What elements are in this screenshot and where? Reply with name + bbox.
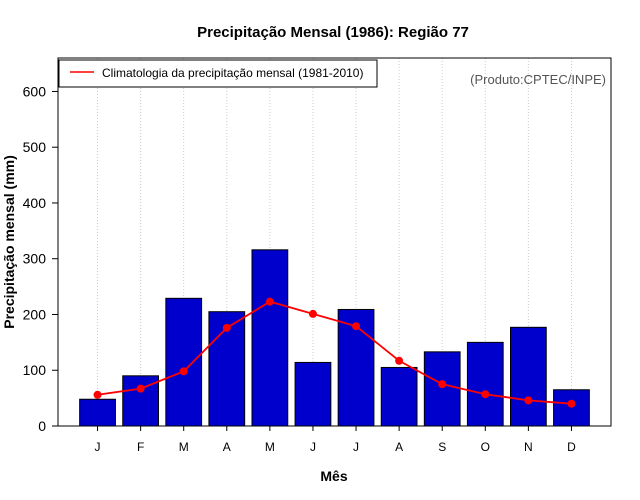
climatology-polyline <box>97 300 572 405</box>
y-axis: 0 100 200 300 400 500 600 <box>23 83 58 434</box>
climatology-point-10 <box>481 390 490 399</box>
y-tick-label: 200 <box>23 306 47 322</box>
x-axis-label: Mês <box>320 468 347 484</box>
x-tick-label: D <box>567 440 576 454</box>
x-tick-label: O <box>481 440 490 454</box>
x-tick-label: M <box>265 440 275 454</box>
y-tick-label: 100 <box>23 362 47 378</box>
bar-11 <box>509 326 547 427</box>
x-tick-label: A <box>223 440 231 454</box>
climatology-point-1 <box>93 390 102 399</box>
source-annotation: (Produto:CPTEC/INPE) <box>470 72 606 87</box>
plot-frame <box>57 57 612 427</box>
legend-label: Climatologia da precipitação mensal (198… <box>102 66 363 80</box>
bars <box>79 249 590 427</box>
chart-title: Precipitação Mensal (1986): Região 77 <box>197 24 469 41</box>
climatology-point-11 <box>524 396 533 405</box>
bar-12 <box>553 389 590 427</box>
climatology-point-12 <box>567 399 576 408</box>
climatology-point-2 <box>136 384 145 393</box>
x-tick-label: F <box>137 440 144 454</box>
climatology-point-7 <box>352 322 361 331</box>
climatology-point-6 <box>308 309 317 318</box>
climatology-point-8 <box>395 356 404 365</box>
y-tick-label: 500 <box>23 139 47 155</box>
y-tick-label: 600 <box>23 83 47 99</box>
bar-1 <box>79 398 116 427</box>
climatology-point-9 <box>438 380 447 389</box>
x-tick-label: J <box>353 440 359 454</box>
bar-5 <box>251 249 289 427</box>
y-tick-label: 0 <box>38 418 46 434</box>
bar-8 <box>380 366 418 427</box>
y-axis-label: Precipitação mensal (mm) <box>1 155 17 329</box>
x-tick-label: J <box>95 440 101 454</box>
y-tick-label: 400 <box>23 195 47 211</box>
legend: Climatologia da precipitação mensal (198… <box>58 59 378 88</box>
bar-3 <box>165 297 203 427</box>
climatology-line <box>93 297 576 408</box>
bar-10 <box>466 341 504 427</box>
bar-6 <box>294 361 332 427</box>
y-tick-label: 300 <box>23 251 47 267</box>
x-tick-label: J <box>310 440 316 454</box>
climatology-point-4 <box>222 323 231 332</box>
climatology-point-5 <box>265 297 274 306</box>
climatology-point-3 <box>179 367 188 376</box>
x-tick-label: M <box>179 440 189 454</box>
x-tick-label: N <box>524 440 533 454</box>
bar-9 <box>423 351 461 427</box>
legend-box <box>58 59 378 88</box>
x-tick-label: S <box>438 440 446 454</box>
x-tick-label: A <box>395 440 403 454</box>
